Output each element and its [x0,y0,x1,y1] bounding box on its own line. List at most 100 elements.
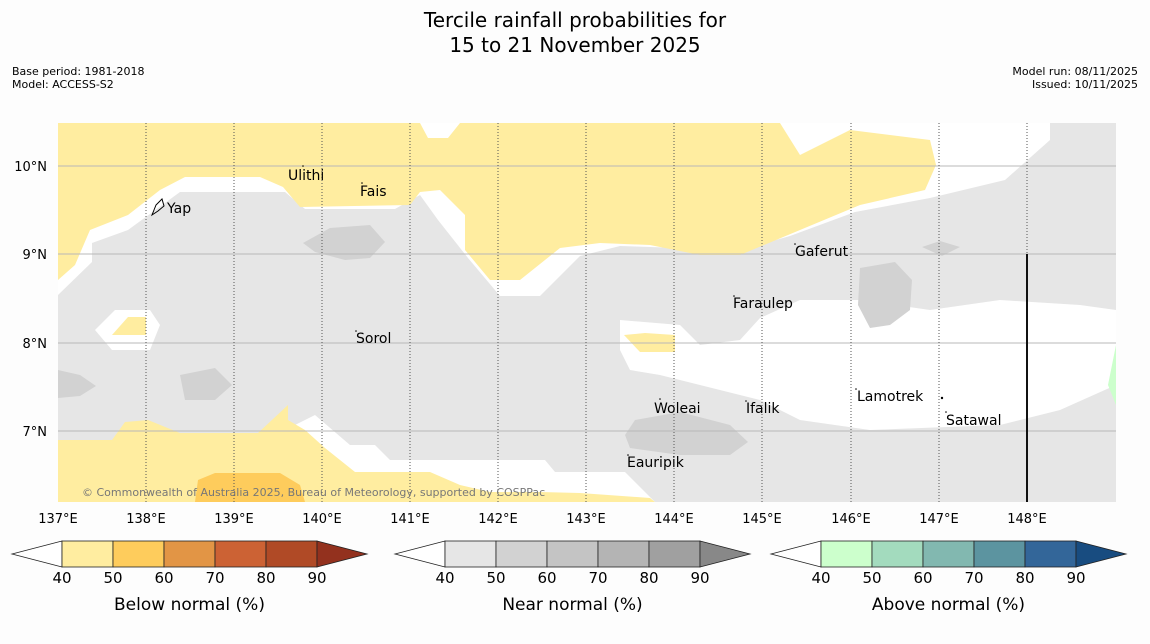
lon-gridlines [145,123,1028,502]
lat-label-8n: 8°N [23,337,48,352]
near-normal-tick-label: 80 [639,569,658,587]
near-normal-50-patch [58,370,96,398]
below-normal-swatch [214,540,267,568]
yap-island-icon [150,198,165,217]
place-markers [302,165,947,456]
lon-label-147e: 147°E [919,512,959,527]
near-normal-swatch [597,540,650,568]
near-normal-tick-label: 60 [537,569,556,587]
above-normal-swatch [973,540,1026,568]
near-normal-swatch [495,540,548,568]
place-label-yap: Yap [166,201,191,217]
lon-label-141e: 141°E [390,512,430,527]
near-normal-50-patch [303,225,385,260]
below-normal-swatch [112,540,165,568]
below-normal-tick-label: 90 [307,569,326,587]
near-normal-colorbar: 40 50 60 70 80 90 Near normal (%) [393,540,752,615]
place-label-gaferut: Gaferut [795,244,849,260]
near-normal-50-patch [180,368,232,400]
above-normal-swatch [820,540,873,568]
base-period: Base period: 1981-2018 [12,65,145,78]
title-line-2: 15 to 21 November 2025 [449,33,701,57]
above-normal-tick-label: 90 [1066,569,1085,587]
white-gap-east [620,300,1116,430]
near-normal-tick-label: 70 [588,569,607,587]
above-normal-swatch [871,540,924,568]
lat-label-9n: 9°N [23,248,48,263]
legends: 40 50 60 70 80 90 Below normal (%) 40 50 60 70 80 90… [10,540,1128,615]
near-normal-swatch [648,540,701,568]
below-normal-50-patch [195,473,305,502]
lat-label-7n: 7°N [23,425,48,440]
near-normal-swatch [546,540,599,568]
below-normal-tick-label: 50 [103,569,122,587]
place-label-ifalik: Ifalik [746,401,780,417]
below-normal-tick-label: 40 [52,569,71,587]
lon-label-139e: 139°E [214,512,254,527]
below-normal-region-north [58,123,936,280]
place-label-lamotrek: Lamotrek [857,389,924,405]
above-normal-tick-label: 40 [811,569,830,587]
place-label-ulithi: Ulithi [288,168,324,184]
near-normal-tick-label: 50 [486,569,505,587]
near-normal-legend-title: Near normal (%) [502,595,642,615]
lon-label-140e: 140°E [302,512,342,527]
below-normal-swatch [265,540,318,568]
lon-label-146e: 146°E [831,512,871,527]
near-normal-region-ne [1020,123,1116,245]
model-run: Model run: 08/11/2025 [1012,65,1138,78]
below-normal-under-arrow [10,540,63,568]
near-normal-50-patch [858,262,912,328]
above-normal-tick-label: 70 [964,569,983,587]
below-normal-tick-label: 60 [154,569,173,587]
lon-label-142e: 142°E [478,512,518,527]
lon-label-137e: 137°E [38,512,78,527]
above-normal-tick-label: 80 [1015,569,1034,587]
issued-date: Issued: 10/11/2025 [1031,78,1138,91]
below-normal-tick-label: 80 [256,569,275,587]
above-normal-tick-label: 50 [862,569,881,587]
below-normal-colorbar: 40 50 60 70 80 90 Below normal (%) [10,540,369,615]
below-normal-swatch [163,540,216,568]
lon-label-148e: 148°E [1007,512,1047,527]
near-normal-50-patch [922,241,960,256]
below-normal-patch [112,317,146,335]
near-normal-over-arrow [699,540,752,568]
below-normal-tick-label: 70 [205,569,224,587]
above-normal-under-arrow [769,540,822,568]
lon-label-143e: 143°E [566,512,606,527]
near-normal-tick-label: 90 [690,569,709,587]
near-normal-swatch [444,540,497,568]
place-label-woleai: Woleai [654,401,701,417]
above-normal-over-arrow [1075,540,1128,568]
above-normal-swatch [1024,540,1077,568]
above-normal-legend-title: Above normal (%) [872,595,1025,615]
above-normal-patch [1108,345,1116,405]
model-name: Model: ACCESS-S2 [12,78,114,91]
copyright-text: © Commonwealth of Australia 2025, Bureau… [82,486,545,499]
lon-label-145e: 145°E [742,512,782,527]
place-label-sorol: Sorol [356,331,391,347]
near-normal-50-patch [625,412,748,455]
meta-left: Base period: 1981-2018 Model: ACCESS-S2 [12,65,144,91]
near-normal-under-arrow [393,540,446,568]
near-normal-tick-label: 40 [435,569,454,587]
above-normal-swatch [922,540,975,568]
above-normal-colorbar: 40 50 60 70 80 90 Above normal (%) [769,540,1128,615]
map-title: Tercile rainfall probabilities for 15 to… [0,8,1150,58]
below-normal-over-arrow [316,540,369,568]
meta-right: Model run: 08/11/2025 Issued: 10/11/2025 [1012,65,1138,91]
below-normal-legend-title: Below normal (%) [114,595,265,615]
above-normal-tick-label: 60 [913,569,932,587]
place-label-faraulep: Faraulep [733,296,793,312]
place-label-eauripik: Eauripik [627,455,685,471]
lon-label-138e: 138°E [126,512,166,527]
title-line-1: Tercile rainfall probabilities for [423,8,727,32]
lat-label-10n: 10°N [14,160,47,175]
place-label-satawal: Satawal [946,413,1001,429]
map-area: Ulithi Fais Yap Gaferut Faraulep Sorol L… [58,123,1116,502]
lon-label-144e: 144°E [654,512,694,527]
place-label-fais: Fais [360,184,387,200]
below-normal-swatch [61,540,114,568]
